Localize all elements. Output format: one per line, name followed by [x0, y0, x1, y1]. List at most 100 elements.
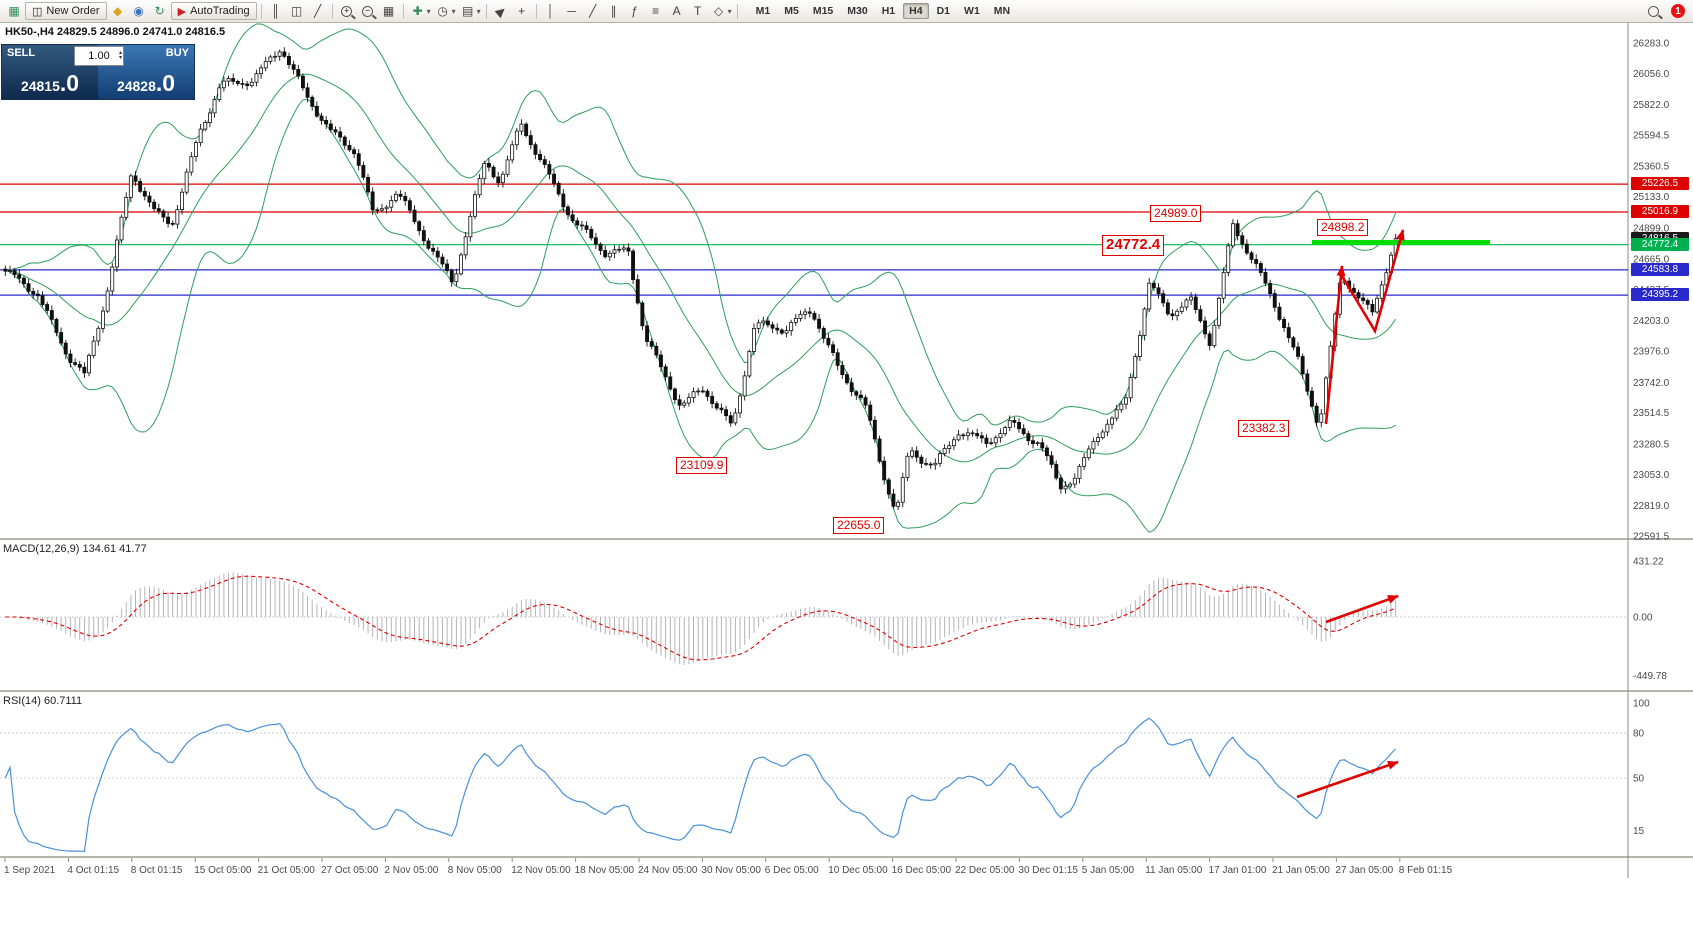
price-tag: 24395.2 [1631, 288, 1689, 301]
search-icon[interactable] [1643, 2, 1663, 20]
rsi-axis-label: 80 [1633, 729, 1645, 740]
svg-text:5 Jan 05:00: 5 Jan 05:00 [1082, 865, 1135, 876]
svg-text:23280.5: 23280.5 [1633, 439, 1670, 450]
order-chart-icon: ◫ [32, 5, 43, 18]
price-annotation[interactable]: 23109.9 [676, 457, 728, 474]
svg-text:23742.0: 23742.0 [1633, 378, 1670, 389]
tile-windows-icon[interactable]: ▦ [382, 4, 395, 18]
timeframe-H1[interactable]: H1 [881, 5, 896, 17]
svg-text:23514.5: 23514.5 [1633, 408, 1670, 419]
timeframe-M15[interactable]: M15 [812, 5, 834, 17]
svg-text:4 Oct 01:15: 4 Oct 01:15 [67, 865, 119, 876]
svg-text:30 Nov 05:00: 30 Nov 05:00 [701, 865, 761, 876]
trend-arrow[interactable] [1325, 594, 1399, 624]
cursor-icon[interactable]: ▶ [492, 2, 509, 20]
svg-text:18 Nov 05:00: 18 Nov 05:00 [575, 865, 635, 876]
svg-text:25822.0: 25822.0 [1633, 100, 1670, 111]
svg-text:21 Jan 05:00: 21 Jan 05:00 [1272, 865, 1330, 876]
indicators-add-icon[interactable]: ✚ [412, 4, 423, 18]
price-tag: 25226.5 [1631, 177, 1689, 190]
rsi-line [4, 717, 1397, 853]
candlestick-series [3, 47, 1398, 511]
svg-text:8 Oct 01:15: 8 Oct 01:15 [131, 865, 183, 876]
periods-caret-icon[interactable]: ▾ [451, 6, 456, 16]
text-label-icon[interactable]: T [693, 4, 702, 18]
svg-text:10 Dec 05:00: 10 Dec 05:00 [828, 865, 888, 876]
timeframe-H4[interactable]: H4 [903, 3, 929, 19]
toolbar-separator [331, 3, 333, 19]
new-order-button[interactable]: ◫ New Order [25, 2, 107, 20]
panel-separator[interactable] [0, 538, 1693, 540]
shapes-caret-icon[interactable]: ▾ [727, 6, 732, 16]
candlestick-chart-icon[interactable]: ◫ [290, 4, 303, 18]
panel-separator[interactable] [0, 690, 1693, 692]
macd-signal-line [5, 575, 1396, 661]
trend-arrow[interactable] [1296, 760, 1399, 799]
zoom-in-icon[interactable]: + [337, 2, 357, 20]
support-icon[interactable]: ◉ [133, 4, 144, 18]
notification-badge[interactable]: 1 [1671, 4, 1685, 18]
horizontal-lines[interactable] [0, 183, 1628, 296]
timeframe-group: M1 M5 M15 M30 H1 H4 D1 W1 MN [750, 3, 1016, 19]
svg-text:30 Dec 01:15: 30 Dec 01:15 [1018, 865, 1078, 876]
autotrading-button[interactable]: ▶ AutoTrading [170, 2, 257, 20]
templates-icon[interactable]: ▤ [461, 4, 474, 18]
price-annotation[interactable]: 23382.3 [1238, 420, 1290, 437]
timeframe-M1[interactable]: M1 [755, 5, 771, 17]
price-annotation[interactable]: 24898.2 [1317, 219, 1369, 236]
shapes-icon[interactable]: ◇ [714, 4, 724, 18]
svg-text:25360.5: 25360.5 [1633, 162, 1670, 173]
svg-text:21 Oct 05:00: 21 Oct 05:00 [258, 865, 316, 876]
lines-menu-icon[interactable]: ≡ [652, 4, 660, 18]
trend-arrow[interactable] [1324, 265, 1346, 425]
price-annotation[interactable]: 24772.4 [1102, 235, 1165, 256]
timeframe-M30[interactable]: M30 [847, 5, 868, 17]
macd-axis-label: 0.00 [1633, 613, 1653, 624]
svg-text:27 Oct 05:00: 27 Oct 05:00 [321, 865, 379, 876]
bar-chart-icon[interactable]: ║ [271, 4, 280, 18]
one-click-trading-panel: SELL BUY 1.00 ▴ ▾ 24815.0 24828.0 [1, 44, 195, 100]
toolbar-separator [535, 3, 537, 19]
crosshair-icon[interactable]: + [518, 4, 526, 18]
fibonacci-icon[interactable]: ƒ [631, 4, 638, 18]
svg-text:22591.5: 22591.5 [1633, 531, 1670, 542]
svg-text:8 Nov 05:00: 8 Nov 05:00 [448, 865, 502, 876]
indicators-caret-icon[interactable]: ▾ [426, 6, 431, 16]
trendline-icon[interactable]: ╱ [589, 4, 597, 18]
horizontal-line-icon[interactable]: ─ [567, 4, 576, 18]
timeframe-D1[interactable]: D1 [936, 5, 951, 17]
toolbar-separator [402, 3, 404, 19]
line-chart-icon[interactable]: ╱ [313, 4, 322, 18]
price-tag: 25016.9 [1631, 205, 1689, 218]
trend-arrow[interactable] [1340, 229, 1405, 335]
new-chart-icon[interactable]: ▦ [8, 4, 20, 18]
svg-text:22 Dec 05:00: 22 Dec 05:00 [955, 865, 1015, 876]
zoom-out-icon[interactable]: − [358, 2, 378, 20]
svg-text:23976.0: 23976.0 [1633, 347, 1670, 358]
channel-icon[interactable]: ∥ [610, 4, 617, 18]
svg-text:2 Nov 05:00: 2 Nov 05:00 [384, 865, 438, 876]
price-annotation[interactable]: 24989.0 [1150, 205, 1202, 222]
metaeditor-icon[interactable]: ◆ [112, 4, 123, 18]
vertical-line-icon[interactable]: │ [546, 4, 555, 18]
timeframe-M5[interactable]: M5 [784, 5, 799, 17]
panel-separator[interactable] [0, 856, 1693, 858]
svg-text:25133.0: 25133.0 [1633, 192, 1670, 203]
text-icon[interactable]: A [672, 4, 681, 18]
refresh-icon[interactable]: ↻ [154, 4, 165, 18]
volume-input[interactable]: 1.00 ▴ ▾ [74, 46, 124, 66]
toolbar: ▦ ◫ New Order ◆ ◉ ↻ ▶ AutoTrading ║ ◫ ╱ … [0, 0, 1693, 23]
price-annotation[interactable]: 22655.0 [833, 517, 885, 534]
volume-down-icon[interactable]: ▾ [118, 55, 122, 61]
templates-caret-icon[interactable]: ▾ [476, 6, 481, 16]
periods-icon[interactable]: ◷ [437, 4, 448, 18]
svg-text:6 Dec 05:00: 6 Dec 05:00 [765, 865, 819, 876]
highlight-zone[interactable] [1312, 240, 1490, 245]
rsi-indicator-label: RSI(14) 60.7111 [3, 695, 83, 707]
volume-up-icon[interactable]: ▴ [118, 50, 122, 56]
timeframe-MN[interactable]: MN [993, 5, 1011, 17]
timeframe-W1[interactable]: W1 [964, 5, 980, 17]
toolbar-separator [485, 3, 487, 19]
time-axis: 1 Sep 2021 4 Oct 01:15 8 Oct 01:15 15 Oct 0… [4, 858, 1453, 876]
